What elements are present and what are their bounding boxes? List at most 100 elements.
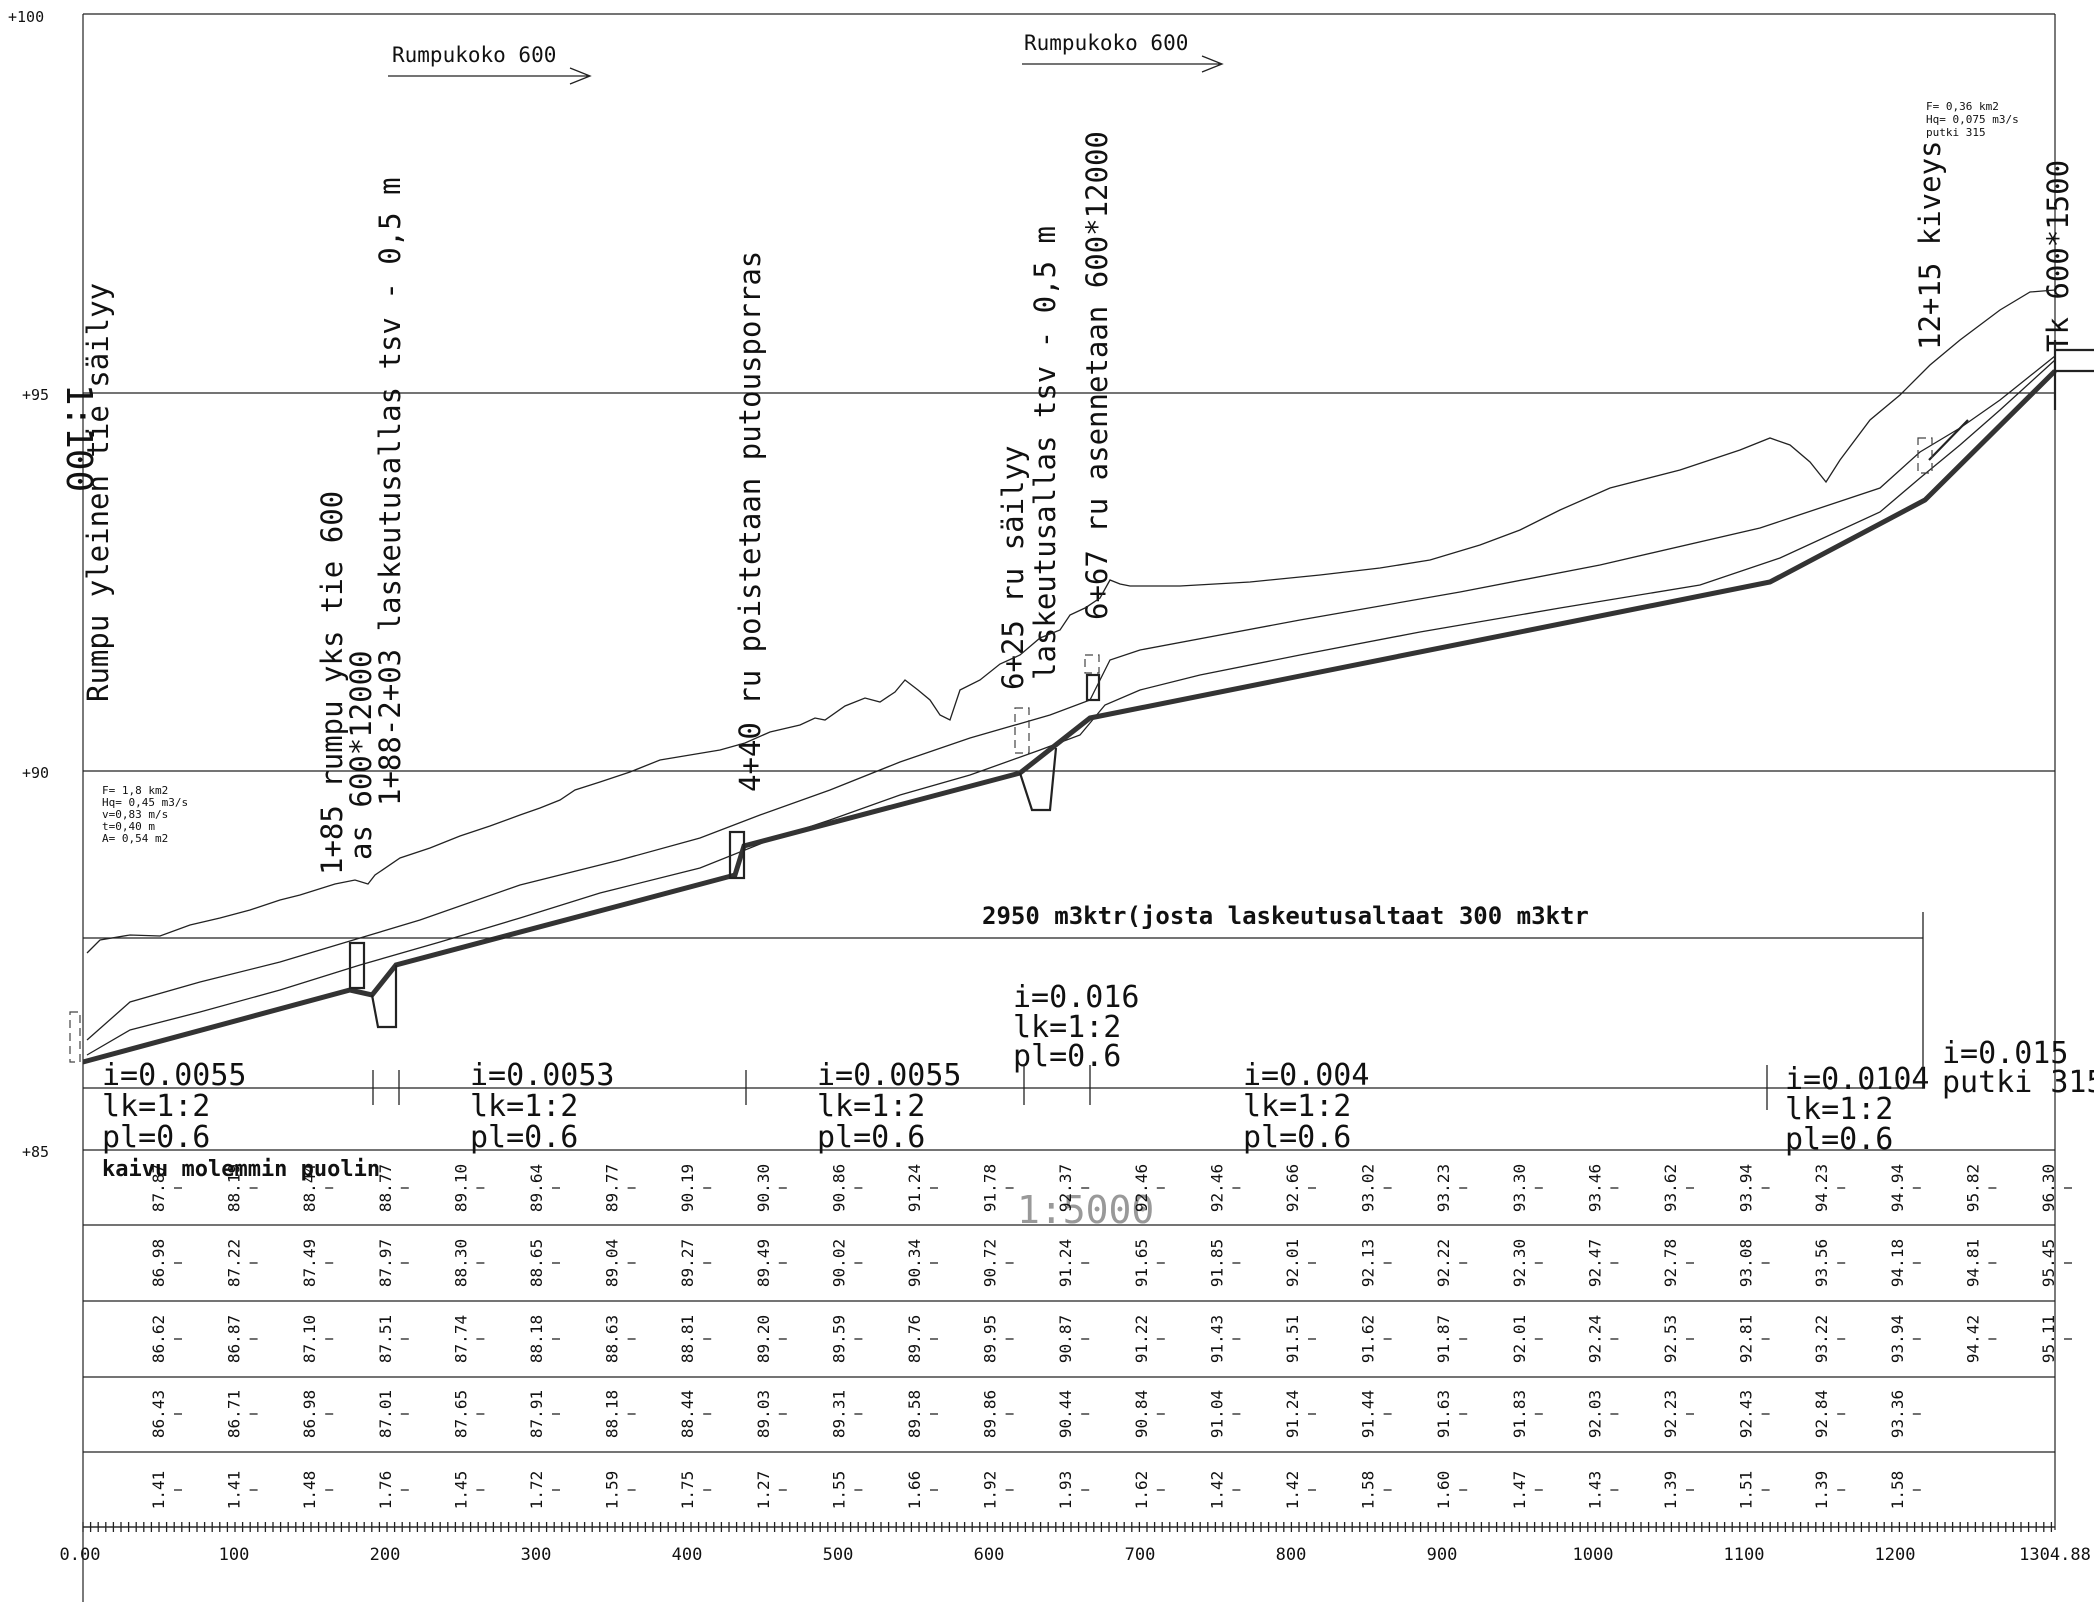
table-cell: 87.74	[451, 1315, 470, 1363]
table-cell: 90.30	[754, 1164, 773, 1212]
table-cell: 91.85	[1207, 1239, 1226, 1287]
flow-arrow-2	[1022, 55, 1224, 73]
dashed-marker-1215	[1917, 437, 1933, 474]
structure-label-laskeutusallas-2: laskeutusallas tsv - 0,5 m	[1028, 226, 1062, 680]
table-cell: 89.10	[451, 1164, 470, 1212]
table-cell: 92.46	[1132, 1164, 1151, 1212]
slope-width: pl=0.6	[1013, 1039, 1121, 1074]
chainage-label: 0.00	[60, 1545, 101, 1565]
slope-width: pl=0.6	[102, 1120, 210, 1155]
table-cell: 94.81	[1963, 1239, 1982, 1287]
elevation-label-90: +90	[22, 764, 49, 782]
table-cell: 92.03	[1585, 1390, 1604, 1438]
slope-section-5: i=0.004 lk=1:2 pl=0.6	[1243, 1058, 1369, 1155]
structure-label-ru-sailyy: 6+25 ru säilyy	[996, 446, 1030, 690]
table-cell: 89.27	[678, 1239, 697, 1287]
table-cell: 91.65	[1132, 1239, 1151, 1287]
flow-arrow-1	[388, 67, 592, 85]
table-cell: 91.04	[1207, 1390, 1226, 1438]
slope-bank: lk=1:2	[470, 1089, 578, 1124]
table-cell: 93.02	[1359, 1164, 1378, 1212]
chainage-label: 600	[974, 1545, 1005, 1565]
table-cell: 86.43	[149, 1390, 168, 1438]
table-cell: 1.62	[1132, 1471, 1151, 1510]
slope-width: pl=0.6	[1243, 1120, 1351, 1155]
table-cell: 92.30	[1510, 1239, 1529, 1287]
table-cell: 91.24	[905, 1164, 924, 1212]
table-cell: 90.34	[905, 1239, 924, 1287]
table-cell: 94.18	[1888, 1239, 1907, 1287]
table-cell: 94.23	[1812, 1164, 1831, 1212]
table-cell: 92.01	[1510, 1315, 1529, 1363]
ground-surface-line	[86, 289, 2056, 954]
table-cell: 86.98	[300, 1390, 319, 1438]
catchment-note-top-right: F= 0,36 km2 Hq= 0,075 m3/s putki 315	[1926, 100, 2019, 139]
chainage-label: 300	[521, 1545, 552, 1565]
culvert-185	[348, 941, 366, 990]
table-cell: 92.43	[1737, 1390, 1756, 1438]
table-cell: 91.63	[1434, 1390, 1453, 1438]
note-line: v=0,83 m/s	[102, 808, 168, 821]
chainage-label: 1000	[1573, 1545, 1614, 1565]
chainage-label: 900	[1427, 1545, 1458, 1565]
table-cell: 92.01	[1283, 1239, 1302, 1287]
table-cell: 93.62	[1661, 1164, 1680, 1212]
table-cell: 95.45	[2039, 1239, 2058, 1287]
chainage-label: 800	[1276, 1545, 1307, 1565]
table-cell: 91.22	[1132, 1315, 1151, 1363]
table-cell: 92.66	[1283, 1164, 1302, 1212]
slope-gradient: i=0.0053	[470, 1058, 615, 1093]
settling-basin-625	[1018, 747, 1058, 812]
note-line: A= 0,54 m2	[102, 832, 168, 845]
table-cell: 91.43	[1207, 1315, 1226, 1363]
table-cell: 90.87	[1056, 1315, 1075, 1363]
table-cell: 95.82	[1963, 1164, 1982, 1212]
table-cell: 87.10	[300, 1315, 319, 1363]
table-cell: 87.49	[300, 1239, 319, 1287]
top-edge-line	[86, 355, 2056, 1041]
table-cell: 89.95	[981, 1315, 1000, 1363]
table-cell: 89.76	[905, 1315, 924, 1363]
table-cell: 87.97	[376, 1239, 395, 1287]
table-cell: 95.11	[2039, 1315, 2058, 1363]
chainage-ruler	[82, 1522, 2053, 1532]
digging-note: kaivu molemmin puolin	[102, 1157, 380, 1182]
slope-section-2: i=0.0053 lk=1:2 pl=0.6	[470, 1058, 615, 1155]
table-cell: 1.42	[1283, 1471, 1302, 1510]
table-cell: 90.72	[981, 1239, 1000, 1287]
stone-lining-1215	[1928, 419, 1969, 461]
table-cell: 88.44	[678, 1390, 697, 1438]
table-cell: 1.76	[376, 1471, 395, 1510]
table-cell: 89.58	[905, 1390, 924, 1438]
table-cell: 88.18	[603, 1390, 622, 1438]
chainage-label: 700	[1125, 1545, 1156, 1565]
slope-width: pl=0.6	[1785, 1122, 1893, 1157]
table-cell: 92.81	[1737, 1315, 1756, 1363]
table-cell: 87.91	[527, 1390, 546, 1438]
table-cell: 1.27	[754, 1471, 773, 1510]
catchment-note-left: F= 1,8 km2 Hq= 0,45 m3/s v=0,83 m/s t=0,…	[102, 784, 188, 845]
chainage-label: 400	[672, 1545, 703, 1565]
slope-bank: lk=1:2	[102, 1089, 210, 1124]
chainage-labels: 0.00 100 200 300 400 500 600 700 800 900 1000 1100 1…	[60, 1545, 2091, 1565]
table-cell: 93.56	[1812, 1239, 1831, 1287]
volume-note: 2950 m3ktr(josta laskeutusaltaat 300 m3k…	[982, 902, 1589, 930]
tk-well	[2053, 340, 2094, 410]
table-cell: 92.24	[1585, 1315, 1604, 1363]
structure-label-ru-667: 6+67 ru asennetaan 600*12000	[1080, 131, 1114, 620]
table-cell: 91.51	[1283, 1315, 1302, 1363]
slope-bank: lk=1:2	[1013, 1010, 1121, 1045]
slope-width: pl=0.6	[470, 1120, 578, 1155]
chainage-label: 100	[219, 1545, 250, 1565]
table-cell: 89.04	[603, 1239, 622, 1287]
table-cell: 93.94	[1888, 1315, 1907, 1363]
slope-width: pl=0.6	[817, 1120, 925, 1155]
table-cell: 1.55	[829, 1471, 848, 1510]
table-cell: 1.41	[149, 1471, 168, 1510]
culvert-667	[1085, 673, 1101, 702]
table-cell: 92.13	[1359, 1239, 1378, 1287]
table-values: 87.87 88.19 88.44 88.77 89.10 89.64 89.77 90.19…	[149, 1164, 2072, 1509]
note-line: Hq= 0,075 m3/s	[1926, 113, 2019, 126]
table-cell: 87.65	[451, 1390, 470, 1438]
